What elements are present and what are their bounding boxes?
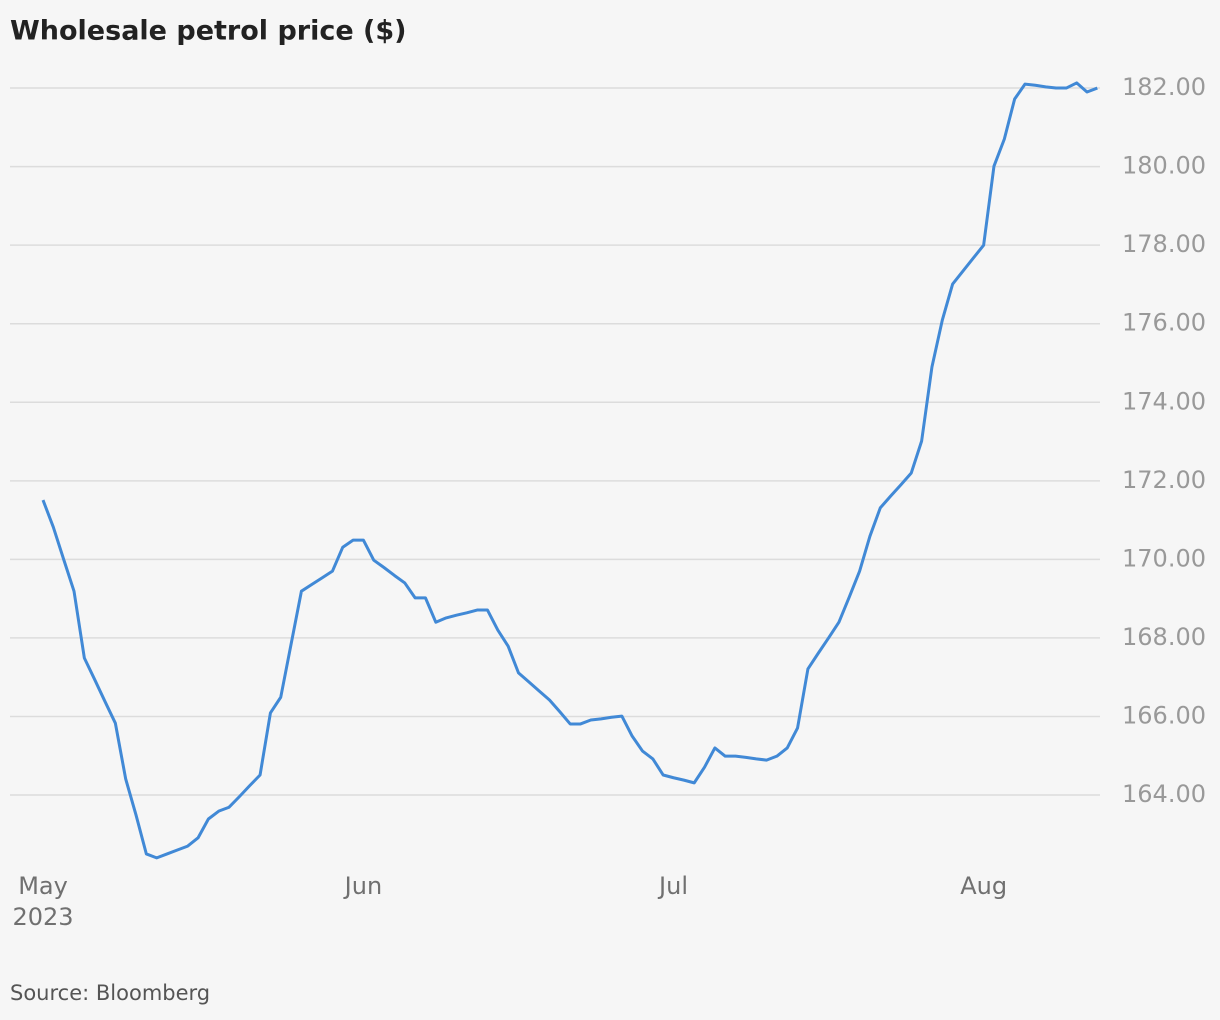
y-tick-label: 166.00 [1122, 701, 1206, 729]
y-tick-label: 164.00 [1122, 780, 1206, 808]
y-tick-label: 182.00 [1122, 73, 1206, 101]
x-tick-label: Jul [657, 872, 688, 900]
y-tick-label: 172.00 [1122, 466, 1206, 494]
y-tick-label: 176.00 [1122, 309, 1206, 337]
chart-title: Wholesale petrol price ($) [10, 16, 407, 47]
source-note: Source: Bloomberg [10, 981, 210, 1005]
y-tick-label: 180.00 [1122, 152, 1206, 180]
y-tick-label: 170.00 [1122, 544, 1206, 572]
y-tick-label: 178.00 [1122, 230, 1206, 258]
price-line [41, 81, 1098, 860]
y-tick-label: 168.00 [1122, 623, 1206, 651]
x-tick-label: Jun [343, 872, 383, 900]
y-tick-label: 174.00 [1122, 387, 1206, 415]
x-tick-label: May [18, 872, 68, 900]
x-tick-label: Aug [960, 872, 1007, 900]
x-year-label: 2023 [12, 903, 73, 931]
